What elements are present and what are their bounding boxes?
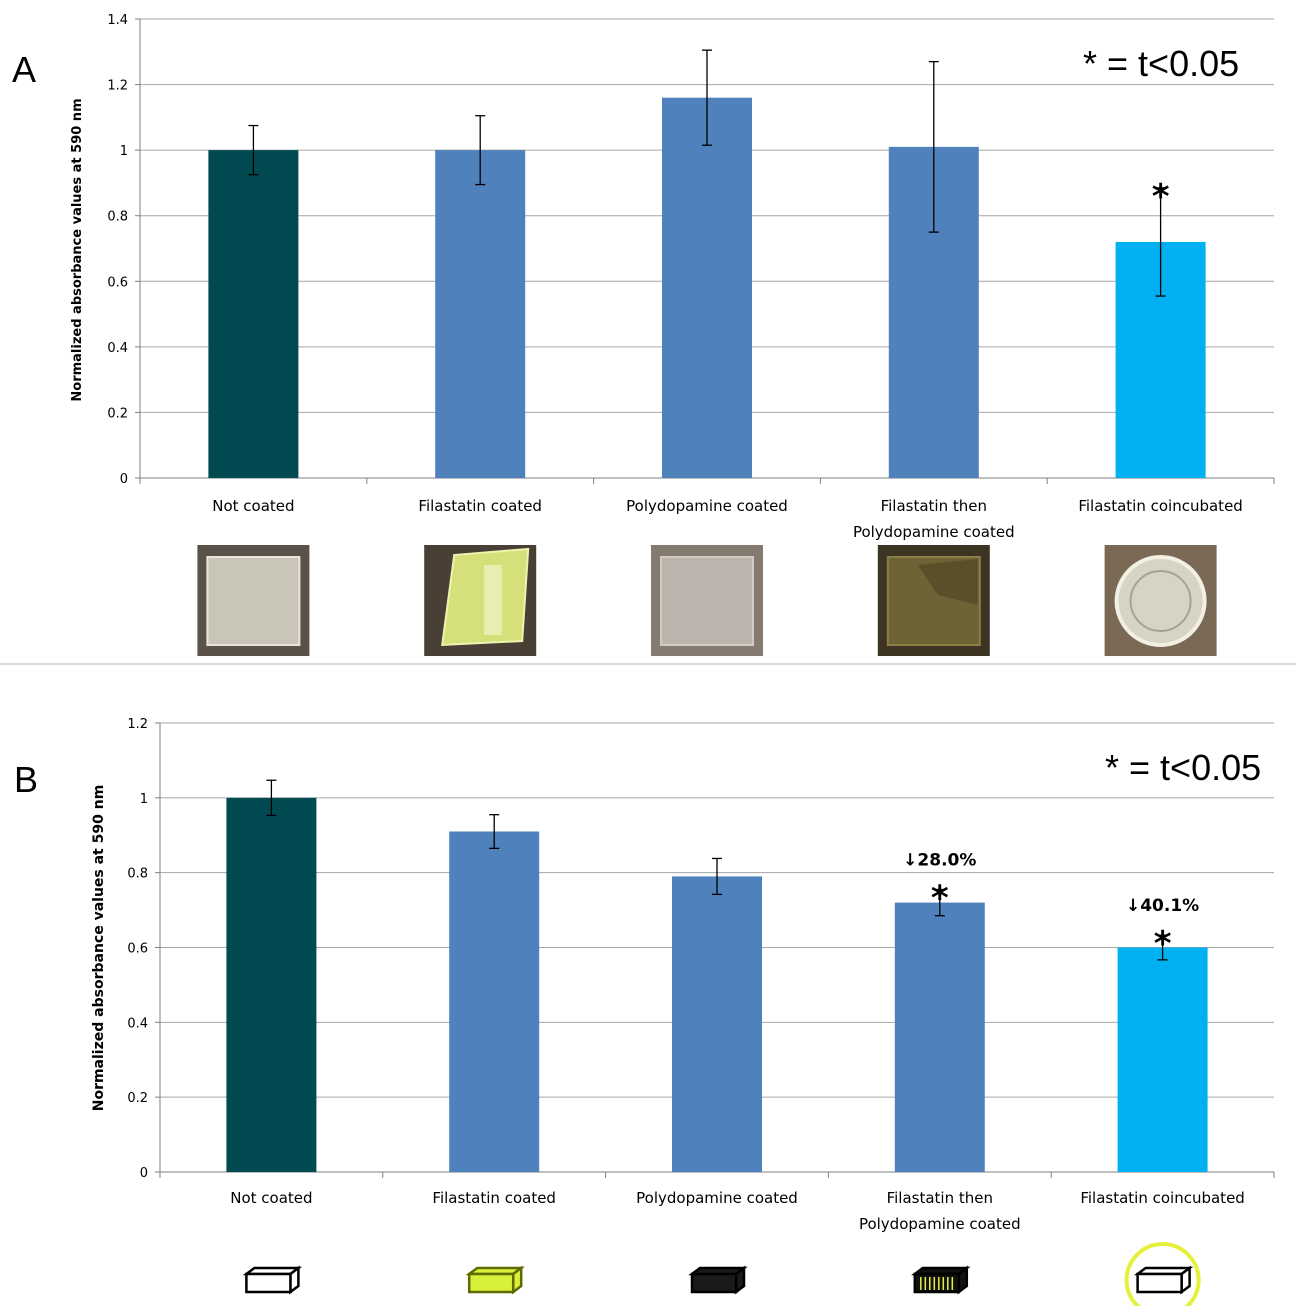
black-slide-icon bbox=[688, 1265, 748, 1295]
x-tick-label: Filastatin then bbox=[881, 497, 987, 515]
yellow-slide-icon bbox=[465, 1265, 525, 1295]
x-tick-label: Polydopamine coated bbox=[859, 1215, 1021, 1233]
y-tick-label: 1.4 bbox=[107, 13, 128, 28]
y-tick-label: 0.6 bbox=[127, 942, 148, 957]
bar bbox=[662, 97, 752, 478]
x-tick-label: Not coated bbox=[230, 1189, 312, 1207]
panel-a-letter: A bbox=[12, 49, 36, 90]
y-tick-label: 0.2 bbox=[107, 406, 128, 421]
film-highlight bbox=[484, 565, 503, 635]
panel-b-chart: 0 0.2 0.4 0.6 0.8 1 1.2 Not coated Filastatin co… bbox=[127, 717, 1275, 1233]
bar bbox=[208, 150, 299, 478]
y-tick-label: 0.4 bbox=[107, 341, 128, 356]
bar bbox=[435, 150, 526, 478]
y-tick-label: 0 bbox=[120, 472, 128, 487]
sample-square-shape bbox=[660, 556, 754, 646]
panel-b-significance-note: * = t<0.05 bbox=[1105, 747, 1261, 788]
y-tick-label: 0 bbox=[140, 1166, 148, 1181]
bar bbox=[1117, 947, 1208, 1172]
bar bbox=[672, 876, 762, 1172]
significance-star: * bbox=[931, 879, 949, 919]
y-tick-label: 1 bbox=[140, 792, 148, 807]
significance-star: * bbox=[1154, 924, 1172, 964]
x-tick-label: Filastatin then bbox=[887, 1189, 993, 1207]
percent-reduction-label: ↓28.0% bbox=[903, 851, 976, 871]
y-tick-label: 0.8 bbox=[127, 867, 148, 882]
panel-b-y-axis-label: Normalized absorbance values at 590 nm bbox=[91, 785, 107, 1112]
panel-a-y-axis-label: Normalized absorbance values at 590 nm bbox=[70, 98, 85, 401]
x-tick-label: Polydopamine coated bbox=[626, 497, 788, 515]
significance-star: * bbox=[1152, 177, 1170, 217]
slide-front-face bbox=[1136, 1272, 1183, 1294]
slide-front-face bbox=[690, 1272, 738, 1294]
y-tick-label: 0.6 bbox=[107, 275, 128, 290]
x-tick-label: Filastatin coated bbox=[432, 1189, 556, 1207]
slide-front-face bbox=[245, 1272, 292, 1294]
bar bbox=[226, 797, 317, 1172]
panel-a-chart: 0 0.2 0.4 0.6 0.8 1 1.2 1.4 Not coated Filastatin… bbox=[107, 13, 1275, 541]
panel-a-sample-photos bbox=[197, 545, 1217, 656]
bar bbox=[894, 902, 985, 1172]
panel-b-sample-icons bbox=[242, 1242, 1201, 1306]
sample-dark-patch bbox=[917, 559, 978, 605]
x-tick-label: Not coated bbox=[212, 497, 294, 515]
y-tick-label: 1.2 bbox=[107, 79, 128, 94]
y-tick-label: 0.2 bbox=[127, 1091, 148, 1106]
highlight-circle bbox=[1124, 1242, 1201, 1306]
well-dish-shape bbox=[1114, 555, 1207, 647]
clear-slide-icon bbox=[242, 1265, 303, 1295]
sample-square-shape bbox=[206, 556, 301, 646]
y-tick-label: 1 bbox=[120, 144, 128, 159]
slide-front-face bbox=[467, 1272, 515, 1294]
y-tick-label: 0.4 bbox=[127, 1016, 148, 1031]
percent-reduction-label: ↓40.1% bbox=[1126, 896, 1199, 916]
panel-b-letter: B bbox=[14, 759, 38, 800]
circled-slide-icon bbox=[1124, 1242, 1201, 1306]
x-tick-label: Filastatin coincubated bbox=[1080, 1189, 1244, 1207]
striped-slide-icon bbox=[911, 1265, 971, 1295]
bar bbox=[449, 831, 540, 1172]
y-tick-label: 1.2 bbox=[127, 717, 148, 732]
x-tick-label: Polydopamine coated bbox=[853, 523, 1015, 541]
well-dish-inner-ring bbox=[1129, 570, 1192, 632]
panel-a-significance-note: * = t<0.05 bbox=[1083, 43, 1239, 84]
y-tick-label: 0.8 bbox=[107, 210, 128, 225]
x-tick-label: Polydopamine coated bbox=[636, 1189, 798, 1207]
x-tick-label: Filastatin coincubated bbox=[1078, 497, 1242, 515]
x-tick-label: Filastatin coated bbox=[418, 497, 542, 515]
